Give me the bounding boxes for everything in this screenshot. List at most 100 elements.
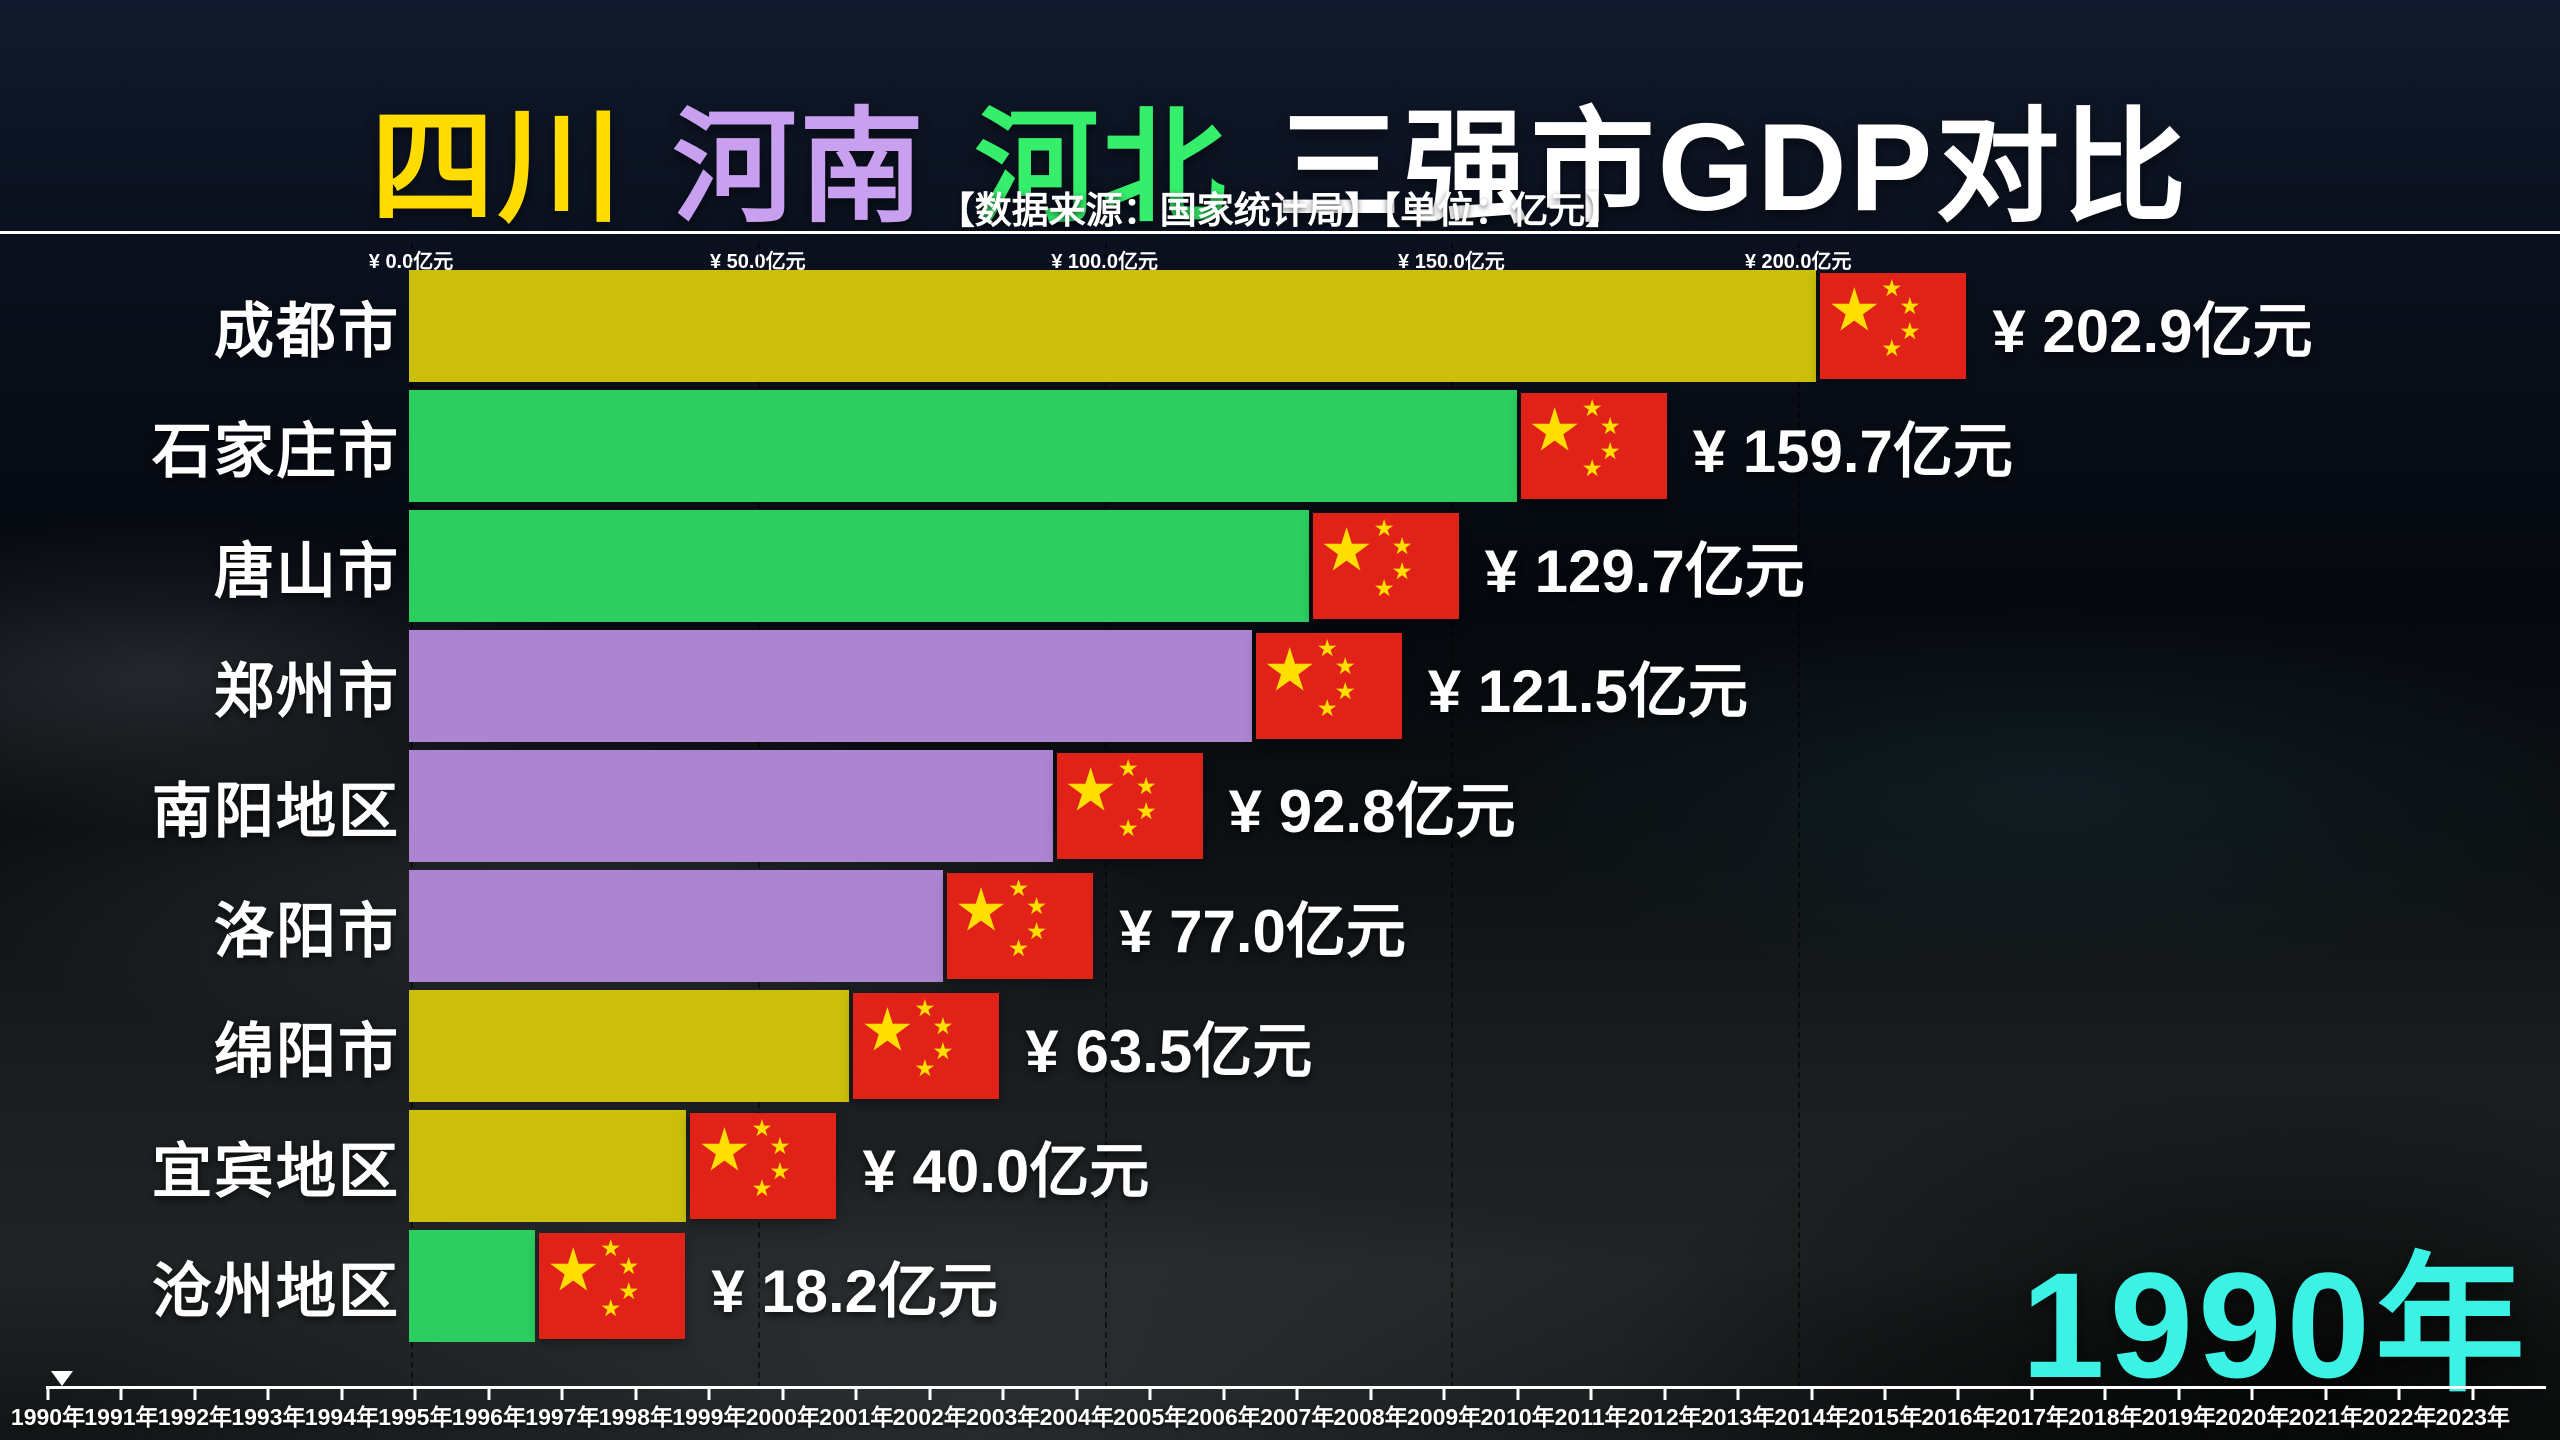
flag-small-star-icon: [1336, 657, 1355, 675]
timeline-tick: [928, 1386, 932, 1400]
timeline-year-label: 1992年: [157, 1404, 233, 1430]
timeline-tick: [1956, 1386, 1960, 1400]
timeline-year-label: 2004年: [1039, 1404, 1114, 1430]
gdp-bar: [409, 1110, 687, 1222]
value-label: ¥ 121.5亿元: [1427, 657, 1748, 725]
timeline-tick: [1736, 1386, 1740, 1400]
timeline-year-label: 2007年: [1260, 1404, 1335, 1430]
flag-small-star-icon: [619, 1282, 638, 1300]
chart-row: 沧州地区 ¥ 18.2亿元: [0, 1230, 2560, 1342]
title-segment: 三强市GDP对比: [1276, 99, 2190, 238]
timeline-tick: [781, 1386, 785, 1400]
flag-small-star-icon: [1027, 897, 1046, 915]
flag-small-star-icon: [1119, 819, 1138, 837]
flag-small-star-icon: [1900, 322, 1919, 340]
header-divider: [0, 231, 2560, 234]
timeline-tick: [1516, 1386, 1520, 1400]
flag-small-star-icon: [1583, 459, 1602, 477]
timeline-tick: [340, 1386, 344, 1400]
value-label: ¥ 18.2亿元: [711, 1257, 999, 1325]
timeline-tick: [1663, 1386, 1667, 1400]
timeline-tick: [854, 1386, 858, 1400]
china-flag-icon: [1520, 393, 1667, 499]
timeline-tick: [1442, 1386, 1446, 1400]
timeline-year-label: 2018年: [2068, 1404, 2143, 1430]
flag-big-star-icon: [1067, 767, 1114, 811]
chart-row: 成都市 ¥ 202.9亿元: [0, 270, 2560, 382]
flag-small-star-icon: [1009, 879, 1028, 897]
gdp-bar: [409, 390, 1517, 502]
flag-big-star-icon: [1266, 647, 1313, 691]
flag-small-star-icon: [770, 1137, 790, 1155]
flag-big-star-icon: [958, 887, 1005, 931]
timeline-tick: [1883, 1386, 1887, 1400]
timeline-year-label: 2006年: [1186, 1404, 1261, 1430]
timeline-tick: [1369, 1386, 1373, 1400]
chart-row: 南阳地区 ¥ 92.8亿元: [0, 750, 2560, 862]
flag-small-star-icon: [933, 1017, 953, 1035]
timeline-tick: [560, 1386, 564, 1400]
flag-small-star-icon: [1137, 777, 1156, 795]
value-label: ¥ 129.7亿元: [1484, 537, 1805, 605]
timeline-tick: [1001, 1386, 1005, 1400]
page-title: 四川 河南 河北 三强市GDP对比: [0, 87, 2560, 251]
category-label: 绵阳市: [214, 1017, 400, 1085]
flag-small-star-icon: [1374, 579, 1394, 597]
category-label: 郑州市: [214, 657, 400, 725]
timeline-tick: [2103, 1386, 2107, 1400]
timeline-tick: [2030, 1386, 2034, 1400]
title-segment: 四川: [370, 99, 625, 238]
flag-small-star-icon: [601, 1239, 620, 1257]
flag-big-star-icon: [864, 1007, 911, 1051]
chart-row: 绵阳市 ¥ 63.5亿元: [0, 990, 2560, 1102]
flag-small-star-icon: [601, 1299, 620, 1317]
timeline-tick: [487, 1386, 491, 1400]
flag-big-star-icon: [701, 1127, 748, 1171]
timeline-year-label: 2014年: [1774, 1404, 1849, 1430]
gdp-bar: [409, 990, 850, 1102]
timeline-year-label: 2001年: [819, 1404, 894, 1430]
timeline-year-label: 2015年: [1847, 1404, 1923, 1430]
timeline-tick: [1810, 1386, 1814, 1400]
flag-small-star-icon: [752, 1179, 772, 1197]
flag-small-star-icon: [1900, 297, 1919, 315]
flag-small-star-icon: [1119, 759, 1138, 777]
timeline-year-label: 2019年: [2141, 1404, 2216, 1430]
timeline-tick: [46, 1386, 50, 1400]
flag-small-star-icon: [1392, 537, 1412, 555]
flag-small-star-icon: [752, 1119, 772, 1137]
chart-row: 洛阳市 ¥ 77.0亿元: [0, 870, 2560, 982]
gdp-bar: [409, 630, 1252, 742]
flag-small-star-icon: [1601, 417, 1620, 435]
timeline-year-label: 1996年: [451, 1404, 526, 1430]
flag-small-star-icon: [915, 1059, 935, 1077]
flag-small-star-icon: [1009, 939, 1028, 957]
flag-small-star-icon: [1392, 562, 1412, 580]
timeline-year-label: 1990年: [10, 1404, 86, 1430]
timeline-year-label: 2000年: [745, 1404, 820, 1430]
timeline-tick: [2324, 1386, 2328, 1400]
chart-row: 唐山市 ¥ 129.7亿元: [0, 510, 2560, 622]
timeline-tick: [2250, 1386, 2254, 1400]
timeline-year-label: 2022年: [2362, 1404, 2437, 1430]
x-gridline: [1451, 242, 1454, 1388]
value-label: ¥ 92.8亿元: [1228, 777, 1516, 845]
timeline-tick: [266, 1386, 270, 1400]
china-flag-icon: [947, 873, 1094, 979]
value-label: ¥ 63.5亿元: [1025, 1017, 1313, 1085]
chart-row: 宜宾地区 ¥ 40.0亿元: [0, 1110, 2560, 1222]
china-flag-icon: [853, 993, 1000, 1099]
timeline-tick: [2471, 1386, 2475, 1400]
gdp-bar: [409, 750, 1053, 862]
category-label: 洛阳市: [214, 897, 400, 965]
timeline-tick: [1589, 1386, 1593, 1400]
flag-small-star-icon: [1882, 339, 1901, 357]
timeline-tick: [1222, 1386, 1226, 1400]
china-flag-icon: [539, 1233, 686, 1339]
value-label: ¥ 202.9亿元: [1992, 297, 2313, 365]
value-label: ¥ 77.0亿元: [1119, 897, 1406, 965]
timeline-year-label: 2005年: [1113, 1404, 1188, 1430]
china-flag-icon: [1056, 753, 1203, 859]
timeline-tick: [634, 1386, 638, 1400]
